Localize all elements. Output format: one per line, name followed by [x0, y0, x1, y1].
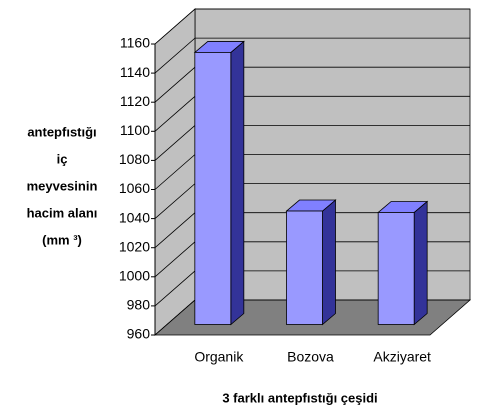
bar	[377, 212, 415, 325]
x-axis-title: 3 farklı antepfıstığı çeşidi	[222, 390, 377, 405]
y-tick-label: 1080	[119, 151, 150, 167]
y-tick-label: 960	[127, 326, 151, 342]
y-tick-label: 1140	[120, 64, 150, 80]
y-tick-label: 1160	[120, 35, 150, 51]
y-axis-title: hacim alanı	[27, 205, 98, 220]
y-axis-title: antepfıstığı	[27, 124, 96, 139]
x-tick-label: Akziyaret	[373, 349, 431, 365]
bar	[194, 52, 232, 325]
y-tick-label: 1060	[119, 180, 150, 196]
y-tick-label: 1120	[120, 93, 150, 109]
y-tick-label: 1020	[119, 238, 150, 254]
bar-side	[413, 200, 428, 326]
x-tick-label: Bozova	[287, 349, 334, 365]
y-tick-label: 980	[127, 297, 151, 313]
y-axis-title: meyvesinin	[27, 178, 98, 193]
grid-line	[154, 37, 470, 74]
bar-side	[230, 40, 245, 326]
grid-line	[154, 8, 470, 45]
y-tick-label: 1040	[119, 209, 150, 225]
y-axis-title: (mm ³)	[42, 232, 82, 247]
bar-side	[322, 199, 336, 326]
y-axis-title: iç	[57, 151, 68, 166]
y-tick-label: 1000	[119, 268, 150, 284]
y-tick-label: 1100	[120, 122, 150, 138]
x-tick-label: Organik	[194, 349, 244, 365]
bar	[286, 210, 323, 325]
